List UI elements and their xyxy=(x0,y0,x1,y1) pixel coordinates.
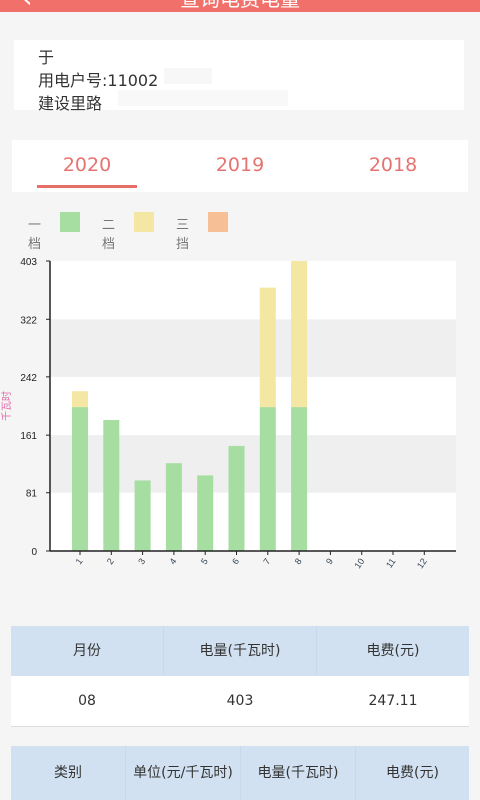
x-tick-label: 7 xyxy=(261,556,272,566)
bar-segment xyxy=(259,287,276,408)
app-header: ‹ 查询电费电量 xyxy=(0,0,480,12)
header-cell: 电量(千瓦时) xyxy=(199,643,281,659)
legend-label: 三挡 xyxy=(176,218,190,252)
month-cell: 08 xyxy=(78,693,96,709)
account-name: 于 xyxy=(38,48,55,67)
header-cell: 电费(元) xyxy=(386,765,439,781)
bar-segment xyxy=(103,420,120,551)
bar-segment xyxy=(197,475,214,551)
x-tick-label: 6 xyxy=(230,556,241,566)
x-tick-label: 5 xyxy=(199,556,210,566)
y-tick-label: 81 xyxy=(26,489,38,500)
summary-table: 月份 电量(千瓦时) 电费(元) 08 403 247.11 xyxy=(11,626,469,727)
x-tick-label: 11 xyxy=(384,556,398,569)
usage-cell: 403 xyxy=(226,693,254,709)
header-cell: 单位(元/千瓦时) xyxy=(133,765,233,781)
tab-2020[interactable]: 2020 xyxy=(62,154,112,176)
year-tabs: 2020 2019 2018 xyxy=(12,140,468,192)
legend-swatch xyxy=(60,212,80,232)
y-tick-label: 242 xyxy=(20,373,37,384)
bar-segment xyxy=(259,407,276,551)
x-tick-label: 10 xyxy=(352,556,366,570)
x-tick-label: 2 xyxy=(105,556,116,566)
table-row[interactable]: 08 403 247.11 xyxy=(11,676,469,727)
detail-table-header: 类别 单位(元/千瓦时) 电量(千瓦时) 电费(元) xyxy=(11,746,469,800)
divider xyxy=(125,746,126,800)
divider xyxy=(355,746,356,800)
header-cell: 类别 xyxy=(54,765,82,781)
x-tick-label: 9 xyxy=(324,556,335,566)
bar-segment xyxy=(72,407,88,551)
account-info-card: 于 用电户号:11002 建设里路 xyxy=(14,40,464,113)
bar-segment xyxy=(72,391,88,408)
header-cell: 电费(元) xyxy=(366,643,420,659)
y-tick-label: 322 xyxy=(20,315,37,326)
legend-label: 二档 xyxy=(102,218,116,252)
legend-swatch xyxy=(134,212,154,232)
x-tick-label: 1 xyxy=(74,556,85,566)
header-cell: 月份 xyxy=(73,643,101,659)
summary-table-header: 月份 电量(千瓦时) 电费(元) xyxy=(11,626,469,676)
x-tick-label: 4 xyxy=(167,556,178,566)
x-tick-label: 3 xyxy=(136,556,147,566)
redaction-mask xyxy=(164,68,212,84)
y-axis-title: 千瓦时 xyxy=(1,391,13,421)
divider xyxy=(163,626,164,676)
bar-segment xyxy=(134,480,151,551)
y-tick-label: 0 xyxy=(31,547,37,558)
page-title: 查询电费电量 xyxy=(0,0,480,12)
tab-selected-indicator xyxy=(37,185,137,188)
grid-band xyxy=(50,319,456,377)
header-cell: 电量(千瓦时) xyxy=(257,765,339,781)
bar-segment xyxy=(165,463,182,551)
tab-2018[interactable]: 2018 xyxy=(368,154,418,176)
divider xyxy=(240,746,241,800)
y-tick-label: 403 xyxy=(20,257,37,268)
back-arrow-icon[interactable]: ‹ xyxy=(22,0,32,12)
bar-segment xyxy=(291,407,308,551)
x-tick-label: 8 xyxy=(293,556,304,566)
account-number: 用电户号:11002 xyxy=(38,71,159,90)
legend-swatch xyxy=(208,212,228,232)
redaction-mask xyxy=(118,90,288,106)
tab-2019[interactable]: 2019 xyxy=(215,154,265,176)
divider xyxy=(316,626,317,676)
fee-cell: 247.11 xyxy=(368,693,418,709)
legend-label: 一档 xyxy=(28,218,42,252)
bar-segment xyxy=(291,261,308,408)
y-tick-label: 161 xyxy=(20,431,37,442)
bar-segment xyxy=(228,445,245,551)
account-address: 建设里路 xyxy=(38,94,103,113)
x-tick-label: 12 xyxy=(415,556,429,570)
